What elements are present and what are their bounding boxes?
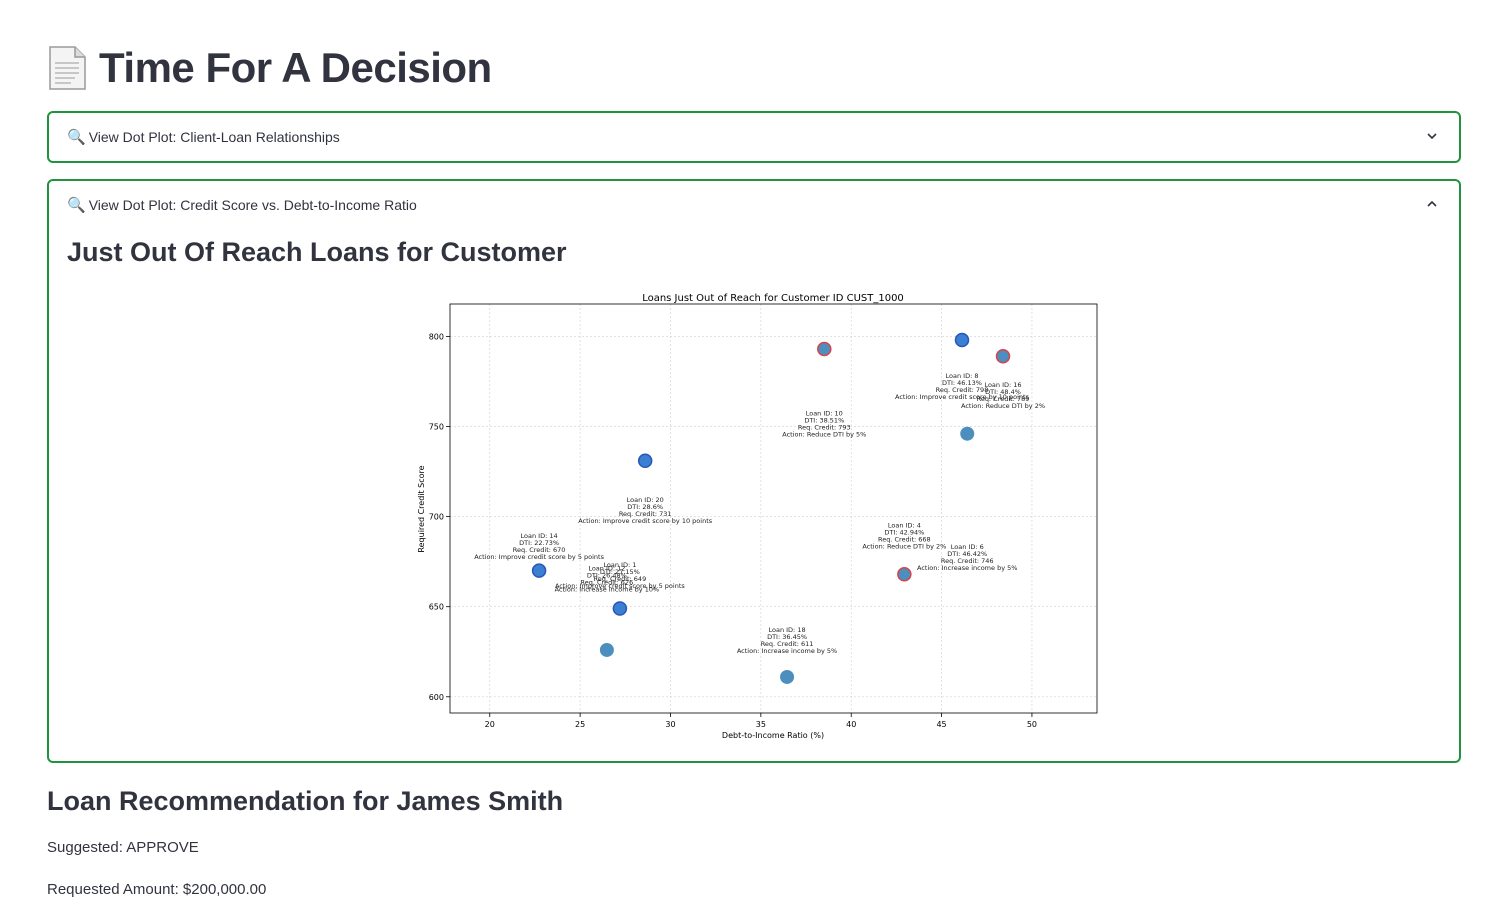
y-tick-label: 750 <box>429 423 444 432</box>
expander-credit-dti-header[interactable]: 🔍 View Dot Plot: Credit Score vs. Debt-t… <box>49 181 1459 229</box>
x-tick-label: 25 <box>575 720 585 729</box>
annotation-line: Req. Credit: 793 <box>798 424 851 432</box>
annotation-line: Loan ID: 4 <box>888 521 921 529</box>
document-icon <box>47 45 87 91</box>
annotation-line: Action: Reduce DTI by 2% <box>862 542 946 550</box>
annotation-line: DTI: 27.15% <box>600 568 640 576</box>
annotation-line: Loan ID: 20 <box>627 496 664 504</box>
requested-amount: Requested Amount: $200,000.00 <box>47 881 267 898</box>
section-heading: Just Out Of Reach Loans for Customer <box>67 237 567 267</box>
x-tick-label: 50 <box>1027 720 1037 729</box>
y-tick-label: 600 <box>429 693 444 702</box>
annotation-line: Req. Credit: 789 <box>977 395 1030 403</box>
annotation-line: DTI: 46.13% <box>942 379 982 387</box>
annotation-line: Action: Increase income by 5% <box>737 647 837 655</box>
annotation-line: Action: Improve credit score by 5 points <box>474 553 604 561</box>
scatter-chart: Loans Just Out of Reach for Customer ID … <box>417 293 1098 740</box>
data-point <box>531 563 547 578</box>
annotation-line: Action: Improve credit score by 10 point… <box>578 517 713 525</box>
expander-client-loan[interactable]: 🔍 View Dot Plot: Client-Loan Relationshi… <box>47 111 1461 163</box>
y-axis-label: Required Credit Score <box>417 465 426 552</box>
x-tick-label: 35 <box>756 720 766 729</box>
data-point <box>780 669 795 684</box>
data-point <box>995 349 1011 364</box>
x-tick-label: 20 <box>485 720 495 729</box>
data-point <box>960 426 975 441</box>
x-axis-label: Debt-to-Income Ratio (%) <box>722 731 824 740</box>
annotation-line: Action: Improve credit score by 5 points <box>555 582 685 590</box>
chevron-down-icon[interactable] <box>1425 129 1439 143</box>
annotation-line: Req. Credit: 798 <box>936 386 989 394</box>
annotation-line: Loan ID: 12 <box>588 565 625 573</box>
page-title-text: Time For A Decision <box>99 44 492 91</box>
expander-credit-dti-label: View Dot Plot: Credit Score vs. Debt-to-… <box>88 197 417 213</box>
annotation-line: Action: Increase income by 5% <box>917 564 1017 572</box>
page-title: Time For A Decision <box>47 40 492 96</box>
data-point <box>612 601 628 616</box>
annotation-line: Req. Credit: 668 <box>878 535 931 543</box>
expander-credit-dti: 🔍 View Dot Plot: Credit Score vs. Debt-t… <box>47 179 1461 763</box>
annotation-line: Loan ID: 8 <box>946 372 979 380</box>
annotation-line: DTI: 46.42% <box>947 550 987 558</box>
annotation-line: Action: Reduce DTI by 5% <box>782 431 866 439</box>
data-point <box>599 642 614 657</box>
expander-client-loan-header[interactable]: 🔍 View Dot Plot: Client-Loan Relationshi… <box>49 113 1459 161</box>
annotation-line: Loan ID: 14 <box>521 532 558 540</box>
y-tick-label: 700 <box>429 513 444 522</box>
chevron-up-icon[interactable] <box>1425 197 1439 211</box>
annotation-line: Req. Credit: 649 <box>594 575 647 583</box>
annotation-line: DTI: 22.73% <box>519 539 559 547</box>
recommendation-heading: Loan Recommendation for James Smith <box>47 786 564 816</box>
annotation-line: DTI: 36.45% <box>767 633 807 641</box>
y-tick-label: 650 <box>429 603 444 612</box>
annotation-line: Req. Credit: 626 <box>581 579 634 587</box>
data-point <box>897 567 912 582</box>
annotation-line: Action: Reduce DTI by 2% <box>961 402 1045 410</box>
expander-client-loan-label: View Dot Plot: Client-Loan Relationships <box>88 129 340 145</box>
annotation-line: Loan ID: 1 <box>603 561 636 569</box>
chart-gridlines <box>450 304 1097 713</box>
annotation-line: DTI: 26.48% <box>587 572 627 580</box>
chart-title: Loans Just Out of Reach for Customer ID … <box>642 293 904 304</box>
x-tick-label: 45 <box>936 720 946 729</box>
chart-ticks: 20 25 30 35 40 45 50 600 650 700 750 800 <box>429 332 1037 729</box>
annotation-line: Req. Credit: 611 <box>761 640 814 648</box>
x-tick-label: 40 <box>846 720 856 729</box>
annotation-line: Loan ID: 18 <box>768 626 805 634</box>
annotation-line: DTI: 48.4% <box>985 388 1021 396</box>
annotation-line: Req. Credit: 731 <box>619 510 672 518</box>
annotation-line: Loan ID: 16 <box>984 381 1021 389</box>
data-point <box>954 332 970 348</box>
data-point <box>817 341 832 357</box>
annotation-line: DTI: 38.51% <box>804 417 844 425</box>
annotation-line: Loan ID: 10 <box>806 410 843 418</box>
data-point <box>637 453 653 469</box>
x-tick-label: 30 <box>665 720 675 729</box>
annotation-line: Req. Credit: 670 <box>513 546 566 554</box>
annotation-line: Loan ID: 6 <box>951 543 984 551</box>
annotation-line: DTI: 42.94% <box>884 528 924 536</box>
suggested-decision: Suggested: APPROVE <box>47 839 199 856</box>
annotation-line: Req. Credit: 746 <box>941 557 994 565</box>
annotation-line: Action: Improve credit score by 10 point… <box>895 393 1030 401</box>
y-tick-label: 800 <box>429 332 444 341</box>
plot-frame <box>449 303 1098 714</box>
annotation-line: Action: Increase income by 10% <box>555 586 660 594</box>
chart-points <box>531 332 1011 684</box>
magnifier-icon: 🔍 <box>67 129 86 146</box>
magnifier-icon: 🔍 <box>67 197 86 214</box>
annotation-line: DTI: 28.6% <box>627 503 663 511</box>
